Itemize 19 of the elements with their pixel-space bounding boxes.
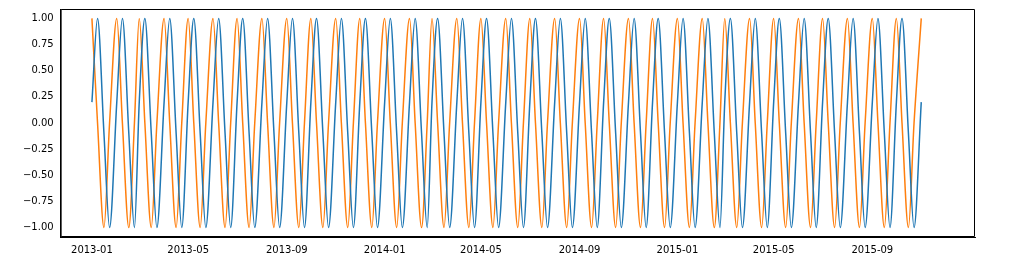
y-tick-label: −1.00 bbox=[22, 221, 54, 233]
x-tick-label: 2014-01 bbox=[363, 243, 406, 255]
y-tick-label: 0.75 bbox=[31, 38, 54, 50]
y-tick-label: −0.75 bbox=[22, 195, 54, 207]
y-tick-label: 1.00 bbox=[31, 12, 54, 24]
x-tick-label: 2015-01 bbox=[656, 243, 699, 255]
x-tick-label: 2014-05 bbox=[460, 243, 502, 255]
y-tick-label: 0.25 bbox=[31, 90, 54, 102]
y-tick-label: 0.50 bbox=[31, 64, 54, 76]
line-series bbox=[91, 17, 923, 229]
y-tick-label: 0.00 bbox=[31, 116, 54, 128]
y-tick-label: −0.25 bbox=[22, 142, 54, 154]
x-tick-label: 2015-09 bbox=[851, 243, 894, 255]
x-tick-label: 2013-05 bbox=[167, 243, 210, 255]
x-tick-label: 2013-01 bbox=[71, 243, 113, 255]
y-tick-label: −0.50 bbox=[22, 168, 54, 180]
x-tick-label: 2015-05 bbox=[752, 243, 795, 255]
x-tick-label: 2014-09 bbox=[558, 243, 601, 255]
x-tick-label: 2013-09 bbox=[265, 243, 308, 255]
